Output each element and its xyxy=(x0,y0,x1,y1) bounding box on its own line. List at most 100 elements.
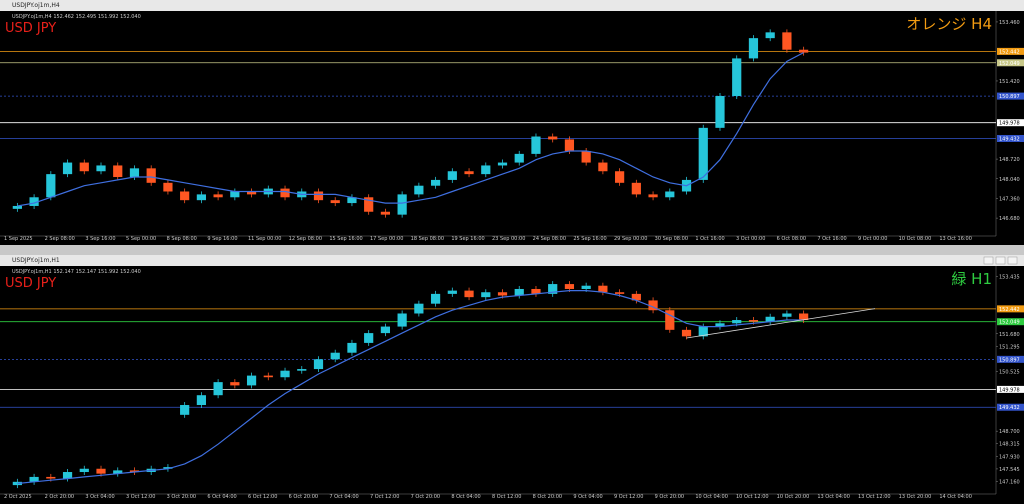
y-tick-label: 148.040 xyxy=(999,177,1020,183)
candle xyxy=(698,326,708,337)
window-buttons xyxy=(983,256,1018,265)
symbol-label: USD JPY xyxy=(5,276,56,291)
candle xyxy=(631,293,641,301)
candle xyxy=(615,292,625,294)
candle xyxy=(113,470,123,474)
candle xyxy=(364,197,374,212)
y-tick-label: 151.295 xyxy=(999,344,1020,350)
y-tick-label: 147.930 xyxy=(999,454,1020,460)
candle xyxy=(113,165,123,178)
candle xyxy=(782,32,792,50)
x-tick-label: 18 Sep 08:00 xyxy=(411,236,444,242)
candle xyxy=(598,285,608,293)
x-tick-label: 3 Sep 16:00 xyxy=(85,236,115,242)
x-tick-label: 1 Sep 2025 xyxy=(4,236,33,242)
candle xyxy=(765,32,775,39)
price-tag-label: 149.432 xyxy=(999,405,1020,411)
price-tag-label: 150.897 xyxy=(999,357,1020,363)
candle xyxy=(481,165,491,175)
x-tick-label: 3 Oct 00:00 xyxy=(736,236,765,242)
candle xyxy=(665,310,675,330)
price-tag xyxy=(997,47,1024,55)
x-tick-label: 6 Oct 08:00 xyxy=(777,236,806,242)
candle xyxy=(330,200,340,204)
candle xyxy=(347,197,357,204)
candle xyxy=(665,191,675,198)
x-tick-label: 15 Sep 16:00 xyxy=(329,236,362,242)
price-tag-label: 152.049 xyxy=(999,320,1020,326)
candle xyxy=(564,284,575,289)
candle xyxy=(715,96,725,128)
minimize-button[interactable] xyxy=(983,256,994,265)
candle xyxy=(196,395,206,406)
candle xyxy=(615,171,625,183)
candle xyxy=(163,467,173,469)
candle xyxy=(715,323,725,327)
candle xyxy=(46,476,56,479)
x-tick-label: 6 Oct 12:00 xyxy=(248,494,277,500)
candle xyxy=(430,179,441,186)
trend-line xyxy=(686,308,876,339)
x-tick-label: 12 Sep 08:00 xyxy=(289,236,322,242)
symbol-label: USD JPY xyxy=(5,21,56,36)
y-tick-label: 153.435 xyxy=(999,274,1020,280)
price-tag-label: 149.978 xyxy=(999,121,1020,127)
candle xyxy=(213,194,223,198)
x-tick-label: 13 Oct 04:00 xyxy=(817,494,850,500)
x-tick-label: 6 Oct 04:00 xyxy=(207,494,236,500)
x-tick-label: 8 Oct 12:00 xyxy=(492,494,521,500)
candle xyxy=(514,153,524,163)
x-tick-label: 10 Oct 04:00 xyxy=(695,494,728,500)
x-tick-label: 2 Oct 2025 xyxy=(4,494,32,500)
maximize-button[interactable] xyxy=(995,256,1006,265)
candle xyxy=(564,139,575,151)
candle xyxy=(213,382,223,396)
candle xyxy=(180,191,190,201)
x-tick-label: 23 Sep 00:00 xyxy=(492,236,525,242)
x-tick-label: 8 Oct 20:00 xyxy=(533,494,562,500)
candle xyxy=(96,165,106,172)
candle xyxy=(732,58,742,97)
candle xyxy=(12,481,22,486)
candle xyxy=(782,313,792,317)
price-tag-label: 152.049 xyxy=(999,61,1020,67)
candle xyxy=(531,288,541,294)
y-tick-label: 148.720 xyxy=(999,157,1020,163)
candle xyxy=(481,292,491,298)
close-button[interactable] xyxy=(1007,256,1018,265)
y-tick-label: 147.360 xyxy=(999,196,1020,202)
chart-area xyxy=(0,11,1024,245)
price-tag xyxy=(997,318,1024,326)
moving-average xyxy=(17,52,804,207)
window-titlebar[interactable] xyxy=(0,255,1024,266)
y-tick-label: 148.700 xyxy=(999,429,1020,435)
x-tick-label: 2 Oct 20:00 xyxy=(45,494,74,500)
window-titlebar[interactable] xyxy=(0,0,1024,11)
candle xyxy=(514,288,524,296)
y-tick-label: 153.460 xyxy=(999,20,1020,26)
timeframe-label: オレンジ H4 xyxy=(906,15,992,33)
moving-average xyxy=(17,290,804,485)
x-tick-label: 10 Oct 20:00 xyxy=(777,494,810,500)
chart-header: USDJPY.oj1m,H4 152.462 152.495 151.992 1… xyxy=(12,14,141,20)
candle xyxy=(548,136,558,140)
candle xyxy=(280,188,290,198)
candle xyxy=(29,197,39,206)
candle xyxy=(29,476,39,482)
x-tick-label: 9 Oct 20:00 xyxy=(655,494,684,500)
candle xyxy=(62,162,73,175)
candle xyxy=(330,352,340,360)
candle xyxy=(598,162,608,172)
x-tick-label: 13 Oct 12:00 xyxy=(858,494,891,500)
candle xyxy=(380,211,391,215)
candle xyxy=(46,174,56,198)
candle xyxy=(196,194,206,201)
x-tick-label: 13 Oct 20:00 xyxy=(899,494,932,500)
candle xyxy=(313,191,324,201)
y-tick-label: 147.545 xyxy=(999,467,1020,473)
price-tag-label: 149.978 xyxy=(999,387,1020,393)
chart-header: USDJPY.oj1m,H1 152.147 152.147 151.992 1… xyxy=(12,269,141,275)
candle xyxy=(230,382,240,386)
x-tick-label: 7 Oct 04:00 xyxy=(329,494,358,500)
